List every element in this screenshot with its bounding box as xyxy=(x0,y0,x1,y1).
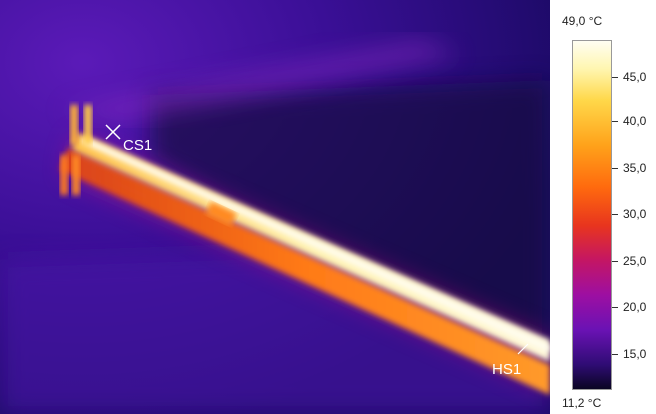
color-scale-bar xyxy=(572,40,612,390)
scale-tick xyxy=(612,121,618,122)
scale-tick xyxy=(612,261,618,262)
riser-pipe-1 xyxy=(70,105,78,145)
scale-tick xyxy=(612,214,618,215)
scale-tick-label: 40,0 xyxy=(623,114,647,128)
dark-wall-region xyxy=(150,80,550,360)
pipe-joint xyxy=(205,201,237,227)
scale-tick-label: 15,0 xyxy=(623,347,647,361)
color-scale-gradient xyxy=(573,41,611,389)
riser-pipe-2 xyxy=(84,105,92,145)
scale-min-label: 11,2 °C xyxy=(562,396,602,410)
hot-spot-marker: HS1 xyxy=(492,343,529,378)
lower-pipe xyxy=(60,148,550,395)
scale-tick xyxy=(612,77,618,78)
upper-pipe-core xyxy=(82,137,550,353)
riser-pipe-3 xyxy=(60,155,68,195)
scale-max-label: 49,0 °C xyxy=(562,14,603,28)
hot-spot-label: HS1 xyxy=(492,361,521,378)
floor-region xyxy=(0,250,550,414)
thermal-image: CS1 HS1 xyxy=(0,0,550,414)
scale-tick-label: 25,0 xyxy=(623,254,647,268)
scale-tick xyxy=(612,307,618,308)
scale-tick-label: 30,0 xyxy=(623,207,647,221)
scale-tick-label: 20,0 xyxy=(623,300,647,314)
ceiling-band xyxy=(60,40,460,120)
riser-pipe-4 xyxy=(72,155,80,195)
scale-tick xyxy=(612,168,618,169)
scale-tick-label: 35,0 xyxy=(623,161,647,175)
scale-tick-label: 45,0 xyxy=(623,70,647,84)
cold-spot-label: CS1 xyxy=(123,137,152,154)
cold-spot-marker: CS1 xyxy=(105,124,152,154)
scale-tick xyxy=(612,354,618,355)
